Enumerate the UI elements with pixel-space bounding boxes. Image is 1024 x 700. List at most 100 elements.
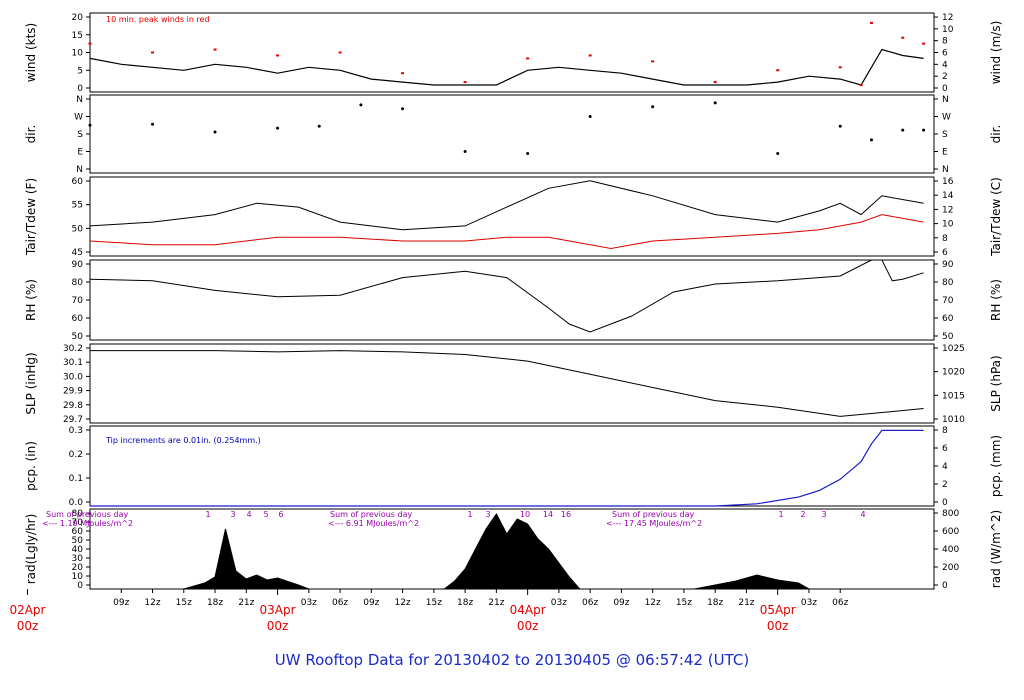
rad-left-tick-label: 80 [72,509,84,519]
wind-peak-mark [776,69,780,72]
day-label-time: 00z [17,619,39,633]
rad-annotation: <--- 17.45 MJoules/m^2 [606,519,702,528]
dir-left-tick-label: W [74,113,83,123]
temp-ylabel-right: Tair/Tdew (C) [989,177,1003,257]
dir-point [713,101,717,105]
rad-annotation: <--- 6.91 MJoules/m^2 [328,519,419,528]
dir-point [651,105,655,109]
rad-annotation: Sum of previous day [46,510,128,519]
x-tick-label: 12z [394,598,410,608]
x-tick-label: 09z [363,598,379,608]
dir-point [88,123,92,127]
wind-peak-mark [151,51,155,54]
precip-line [90,429,924,507]
temp-right-tick-label: 14 [942,191,954,201]
slp-left-tick-label: 29.8 [63,401,83,411]
rh-left-tick-label: 90 [72,260,84,270]
dir-left-tick-label: N [76,95,83,105]
day-label-date: 05Apr [760,603,796,617]
dir-point [276,126,280,130]
x-tick-label: 09z [113,598,129,608]
temp-right-tick-label: 6 [942,248,948,258]
temp-left-tick-label: 45 [72,248,83,258]
rad-left-tick-label: 20 [72,563,84,573]
x-tick-label: 21z [238,598,254,608]
wind-ylabel-left: wind (kts) [24,23,38,82]
rh-line [89,259,924,333]
rh-right-tick-label: 50 [942,332,954,342]
x-tick-label: 18z [457,598,473,608]
wind-peak-mark [713,81,717,84]
wind-frame [89,12,935,93]
wind-ylabel-right: wind (m/s) [989,21,1003,85]
x-tick-label: 03z [551,598,567,608]
slp-right-tick-label: 1015 [942,391,965,401]
rh-right-tick-label: 90 [942,260,954,270]
x-tick-label: 12z [645,598,661,608]
x-tick-label: 03z [801,598,817,608]
x-tick-label: 06z [832,598,848,608]
rh-ylabel-right: RH (%) [989,279,1003,321]
wind-peak-mark [838,66,842,69]
pcp-left-tick-label: 0.0 [69,498,84,508]
dir-point [401,107,405,111]
rad-marker: 3 [230,510,235,519]
dir-point [901,128,905,132]
dir-point [838,124,842,128]
x-tick-label: 15z [426,598,442,608]
dir-left-tick-label: N [76,165,83,175]
wind-peak-mark [338,51,342,54]
slp-right-tick-label: 1010 [942,415,965,425]
dir-point [463,150,467,153]
dir-right-tick-label: S [942,130,948,140]
temp-left-tick-label: 60 [72,177,84,187]
x-tick-label: 15z [176,598,192,608]
rad-annotation: Sum of previous day [612,510,694,519]
panel-rh: 50 60 70 80 90 50 60 70 80 90 RH (%) RH (%) [24,259,1003,342]
dir-point [776,151,780,155]
x-tick-label: 06z [582,598,598,608]
rad-left-tick-label: 50 [72,536,84,546]
pcp-ylabel-right: pcp. (mm) [989,435,1003,497]
rad-right-tick-label: 400 [942,545,959,555]
rad-marker: 5 [263,510,268,519]
dir-right-tick-label: E [942,148,948,158]
wind-right-tick-label: 6 [942,49,948,59]
rad-ylabel-left: rad(Lgly/hr) [24,514,38,585]
rad-marker: 4 [860,510,865,519]
dir-left-tick-label: E [77,148,83,158]
rad-right-tick-label: 200 [942,563,959,573]
pcp-right-tick-label: 6 [942,444,948,454]
dir-frame [89,94,935,174]
dir-right-tick-label: W [942,113,951,123]
pcp-left-tick-label: 0.1 [69,474,83,484]
rad-marker: 1 [778,510,783,519]
rad-left-tick-label: 40 [72,545,84,555]
rad-left-tick-label: 30 [72,554,84,564]
rh-ylabel-left: RH (%) [24,279,38,321]
wind-peak-mark [526,57,530,60]
wind-peak-mark [88,42,92,45]
rad-right-tick-label: 600 [942,527,959,537]
radiation-area [183,513,811,590]
pcp-right-tick-label: 2 [942,480,948,490]
temp-left-tick-label: 55 [72,201,83,211]
temp-right-tick-label: 10 [942,220,954,230]
x-tick-label: 12z [144,598,160,608]
panel-rad: 010203040506070800200400600800rad(Lgly/h… [24,508,1003,591]
rad-left-tick-label: 0 [77,581,83,591]
day-label-date: 04Apr [510,603,546,617]
rad-marker: 14 [543,510,553,519]
pcp-left-tick-label: 0.3 [69,426,83,436]
rad-marker: 3 [485,510,490,519]
x-tick-label: 06z [332,598,348,608]
rh-frame [89,259,935,341]
x-tick-label: 21z [738,598,754,608]
temp-ylabel-left: Tair/Tdew (F) [24,178,38,256]
wind-peak-mark [463,81,467,84]
pcp-ylabel-left: pcp. (in) [24,441,38,491]
slp-ylabel-right: SLP (hPa) [989,355,1003,411]
x-axis: 09z 12z 15z 18z 21z 03z 06z 09z 12z 15z 18z 21z 03z 0… [9,589,849,633]
wind-peak-mark [401,72,405,75]
